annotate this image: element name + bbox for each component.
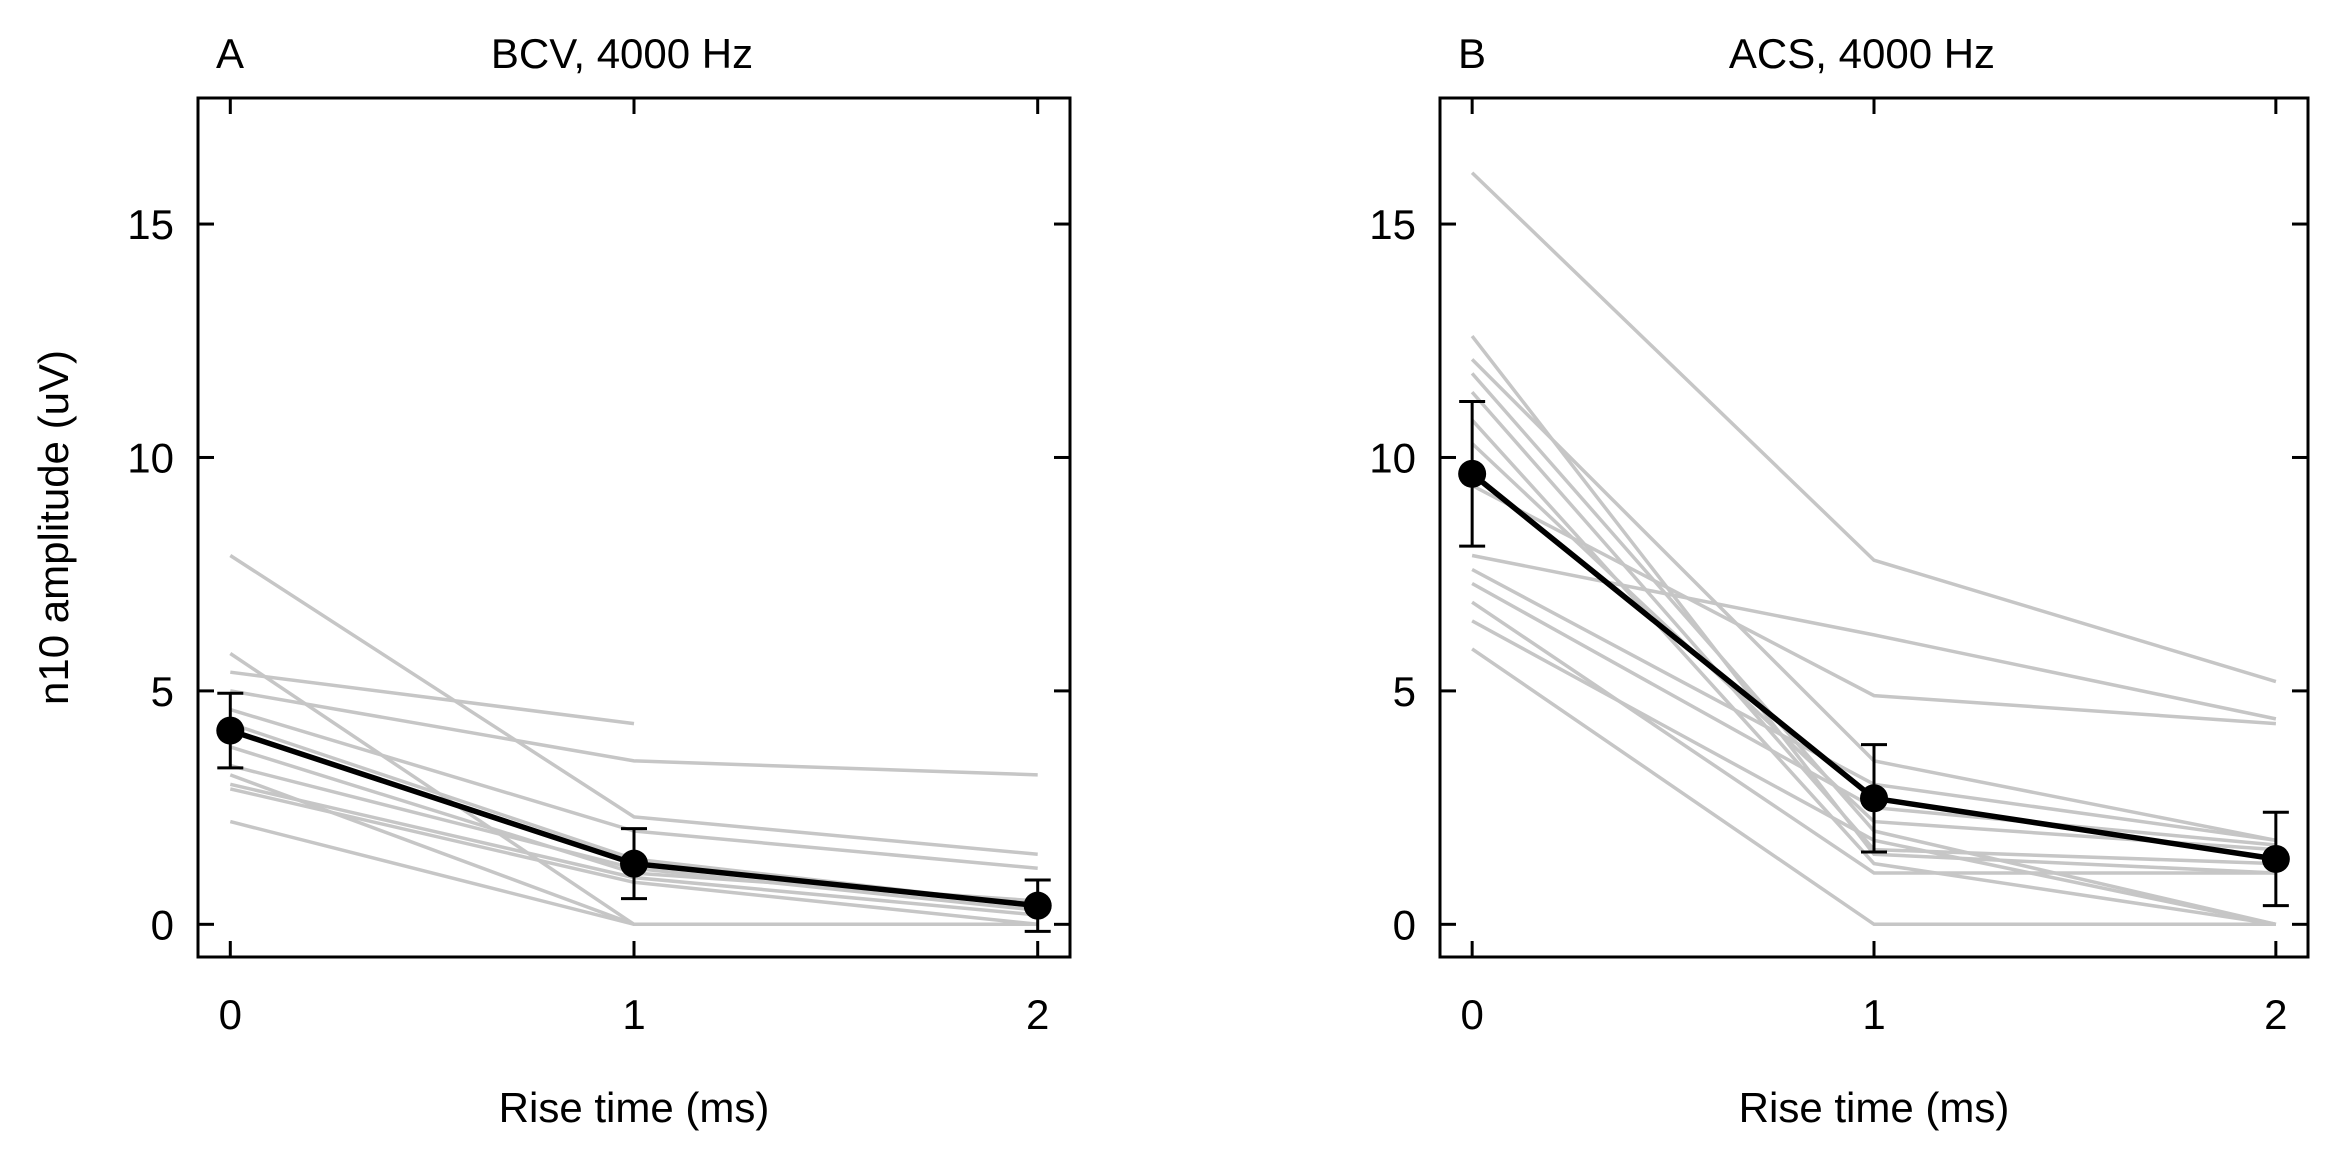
- mean-point: [620, 849, 648, 878]
- individual-line-2: [1470, 335, 2276, 875]
- x-tick-label: 1: [622, 991, 645, 1038]
- y-tick-label: 0: [151, 901, 174, 948]
- mean-point: [1023, 891, 1052, 920]
- x-axis-label: Rise time (ms): [499, 1084, 770, 1131]
- panel-b: 0 5 10 15 0 1 2 Rise time (ms) B ACS, 4000 Hz: [1369, 30, 2310, 1131]
- individual-line-12: [229, 819, 1038, 927]
- mean-point: [216, 716, 245, 745]
- individual-line-8: [1471, 483, 2277, 726]
- y-axis-label: n10 amplitude (uV): [30, 350, 77, 705]
- x-tick-label: 2: [1026, 991, 1049, 1038]
- y-tick-label: 5: [151, 668, 174, 715]
- mean-point: [1458, 459, 1487, 488]
- panel-title: ACS, 4000 Hz: [1729, 30, 1995, 77]
- panel-letter: B: [1458, 30, 1486, 77]
- x-axis-label: Rise time (ms): [1739, 1084, 2010, 1131]
- x-tick-label: 1: [1862, 991, 1885, 1038]
- y-tick-label: 5: [1393, 668, 1416, 715]
- individual-line-1: [229, 554, 1038, 857]
- y-tick-label: 10: [1369, 434, 1416, 481]
- x-tick-label: 2: [2264, 991, 2287, 1038]
- mean-point: [2261, 844, 2290, 873]
- individual-line-1: [1470, 171, 2277, 684]
- y-tick-label: 15: [127, 201, 174, 248]
- panel-a: 0 5 10 15 0 1 2 Rise time (ms) n10 amplitude (uV…: [30, 30, 1072, 1131]
- individual-line-3: [230, 670, 635, 726]
- panel-title: BCV, 4000 Hz: [491, 30, 753, 77]
- y-tick-label: 10: [127, 434, 174, 481]
- y-tick-label: 15: [1369, 201, 1416, 248]
- individual-line-4: [230, 689, 1038, 777]
- mean-point: [1860, 784, 1888, 813]
- y-tick-label: 0: [1393, 901, 1416, 948]
- individual-line-14: [1471, 647, 2276, 927]
- x-tick-label: 0: [219, 991, 242, 1038]
- x-tick-label: 0: [1460, 991, 1483, 1038]
- panel-letter: A: [216, 30, 244, 77]
